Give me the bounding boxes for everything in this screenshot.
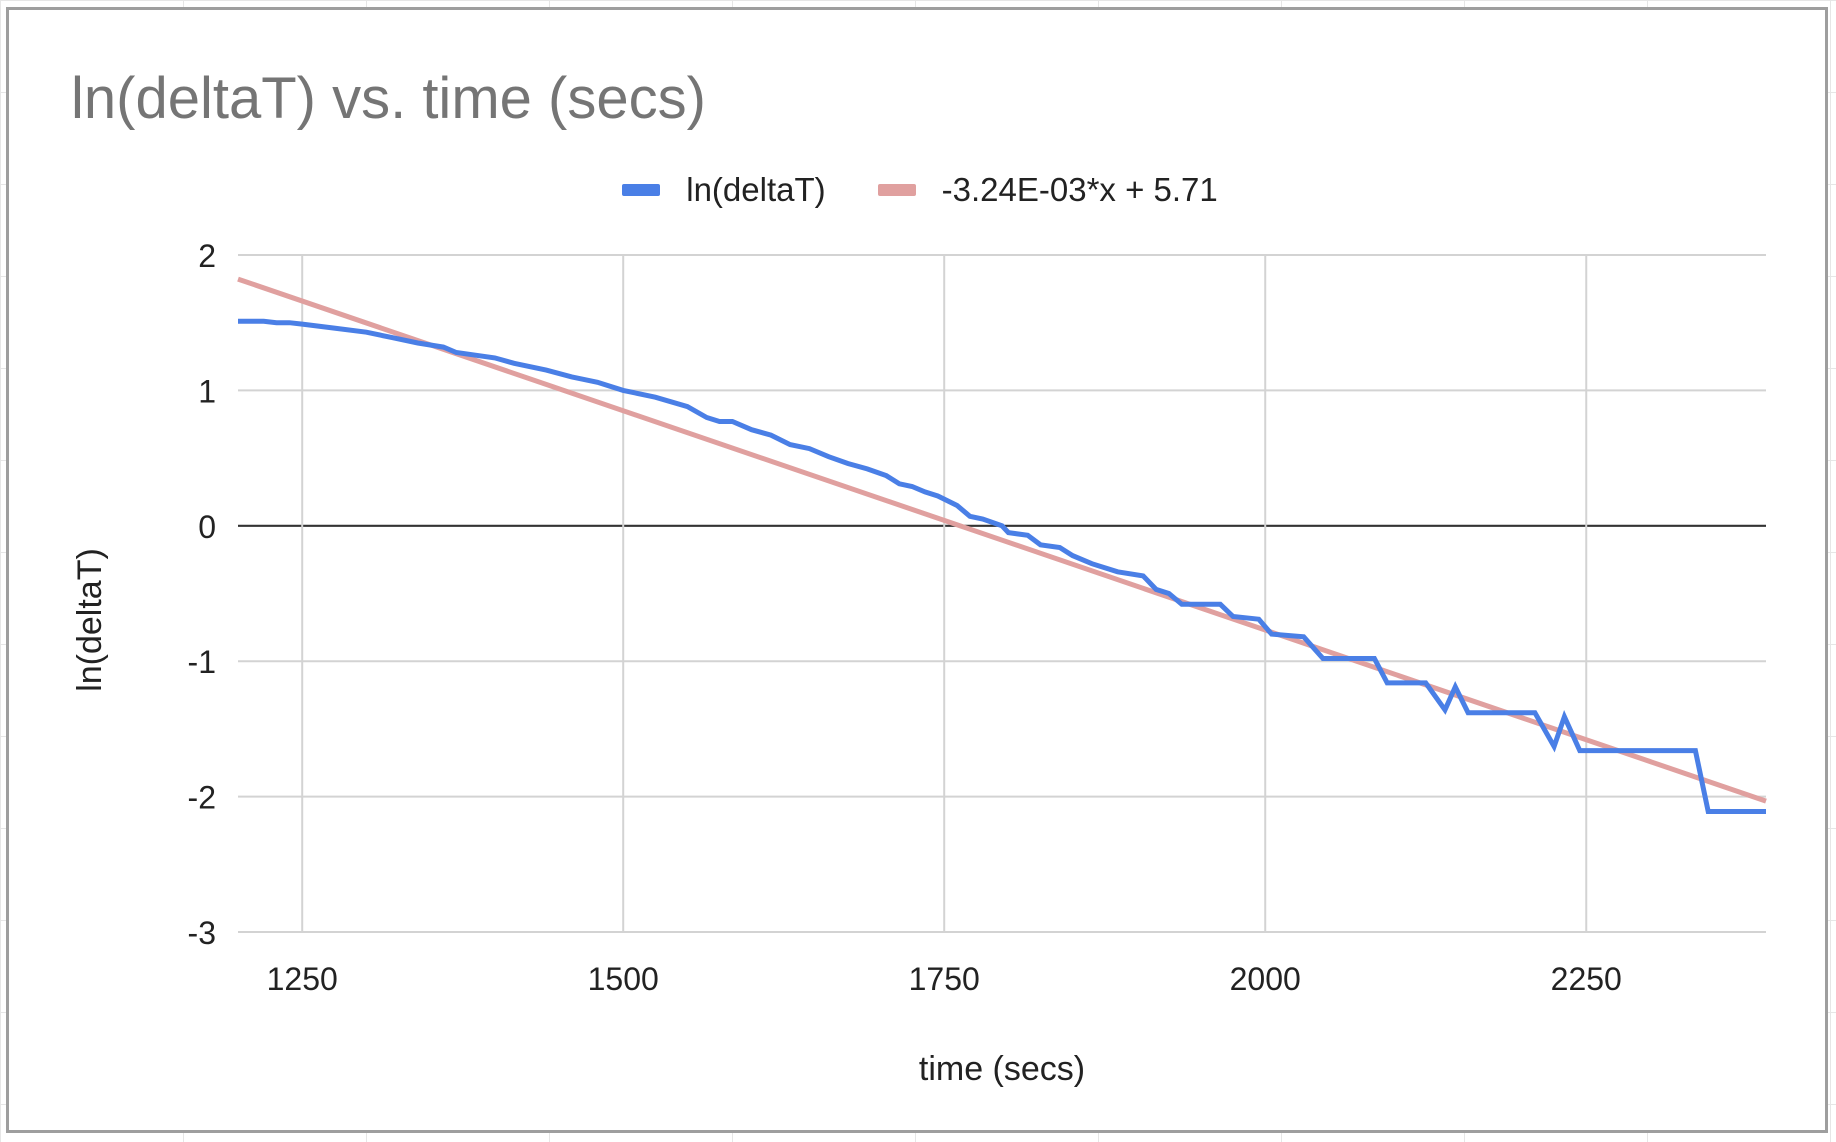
x-axis-title: time (secs) xyxy=(919,1050,1085,1088)
y-tick-label: -2 xyxy=(188,780,216,816)
x-tick-label: 2000 xyxy=(1230,961,1301,997)
legend-label-series: ln(deltaT) xyxy=(686,171,826,208)
x-tick-label: 1500 xyxy=(588,961,659,997)
y-tick-label: 1 xyxy=(198,373,216,409)
trendline xyxy=(237,276,1767,804)
x-tick-label: 2250 xyxy=(1551,961,1622,997)
x-tick-label: 1750 xyxy=(909,961,980,997)
y-axis-title: ln(deltaT) xyxy=(71,548,109,692)
legend-item-trendline[interactable]: -3.24E-03*x + 5.71 xyxy=(877,171,1218,209)
y-tick-label: 0 xyxy=(198,509,216,545)
y-tick-label: 2 xyxy=(198,238,216,274)
y-tick-label: -3 xyxy=(188,915,216,951)
legend-label-trendline: -3.24E-03*x + 5.71 xyxy=(941,171,1218,208)
y-tick-label: -1 xyxy=(188,644,216,680)
legend-swatch-trendline xyxy=(877,184,916,196)
x-tick-label: 1250 xyxy=(267,961,338,997)
chart-frame[interactable]: ln(deltaT) vs. time (secs) ln(deltaT) -3… xyxy=(6,7,1828,1133)
legend: ln(deltaT) -3.24E-03*x + 5.71 xyxy=(9,168,1831,212)
series-line xyxy=(238,318,1766,814)
legend-item-series[interactable]: ln(deltaT) xyxy=(622,171,826,209)
chart-title: ln(deltaT) vs. time (secs) xyxy=(71,66,706,131)
legend-swatch-series xyxy=(622,184,661,196)
